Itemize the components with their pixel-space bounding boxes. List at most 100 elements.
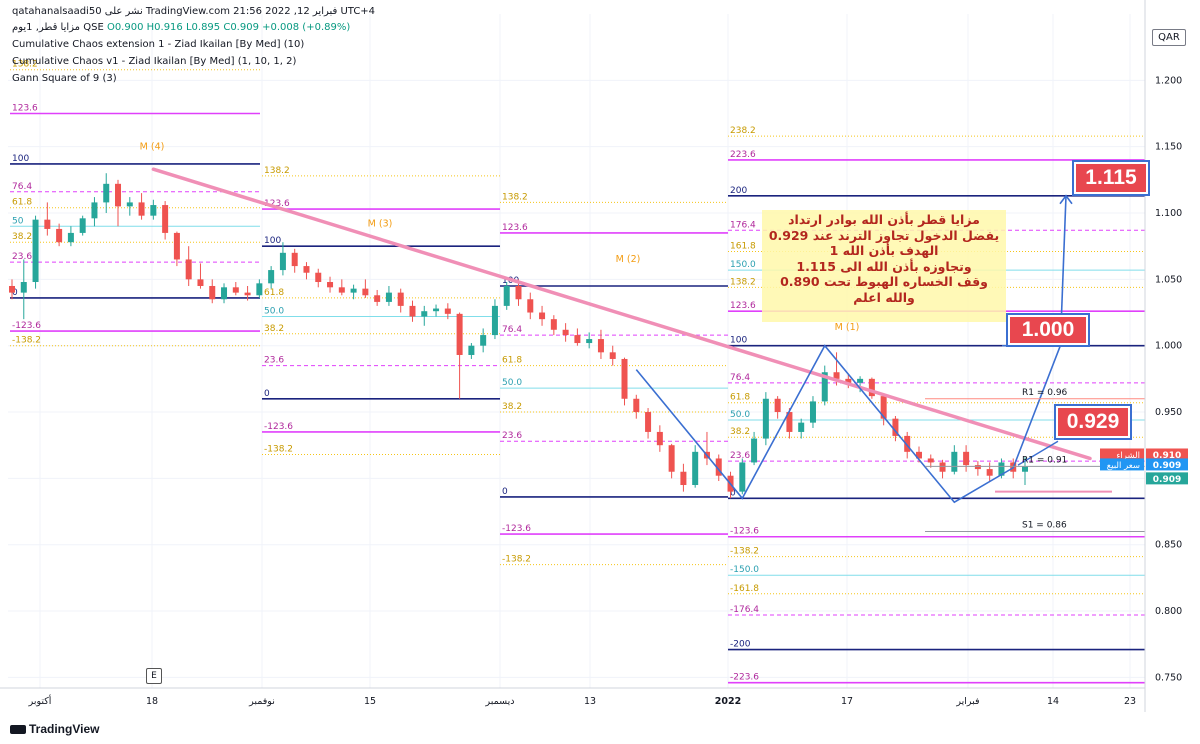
- candle-body: [79, 218, 86, 233]
- candle-body: [232, 287, 239, 293]
- pivot-label: R1 = 0.91: [1022, 455, 1067, 465]
- tradingview-logo[interactable]: TradingView: [10, 722, 99, 736]
- grid: [8, 14, 1145, 688]
- indicator-2[interactable]: Cumulative Chaos v1 - Ziad Ikailan [By M…: [12, 56, 297, 67]
- candle-body: [468, 345, 475, 355]
- candle-body: [185, 259, 192, 280]
- level-label: 38.2: [12, 232, 32, 242]
- level-label: 100: [12, 154, 29, 164]
- candle-body: [845, 378, 852, 383]
- candle-body: [103, 183, 110, 203]
- candle-body: [126, 202, 133, 207]
- candle-body: [939, 462, 946, 472]
- candle-body: [444, 308, 451, 314]
- tradingview-icon: [10, 725, 26, 735]
- currency-badge[interactable]: QAR: [1152, 29, 1186, 46]
- indicator-3[interactable]: Gann Square of 9 (3): [12, 73, 117, 84]
- entry-callout-0929: 0.929: [1056, 406, 1130, 438]
- level-label: 223.6: [730, 150, 756, 160]
- brand-name: TradingView: [29, 722, 100, 736]
- level-label: 138.2: [12, 60, 38, 70]
- candle-body: [56, 228, 63, 243]
- overlays: M (4) M (3) M (2) M (1) R1 = 0.96 R1 = 0.91 S1…: [140, 141, 1145, 532]
- candle-body: [44, 219, 51, 229]
- candle-body: [9, 285, 15, 293]
- candle-body: [880, 396, 887, 419]
- candle-body: [857, 378, 864, 383]
- candle-body: [986, 469, 993, 476]
- candle-body: [527, 299, 534, 313]
- candle-body: [586, 339, 593, 344]
- indicator-1[interactable]: Cumulative Chaos extension 1 - Ziad Ikai…: [12, 39, 305, 50]
- level-label: 138.2: [502, 192, 528, 202]
- wave-label: M (1): [835, 322, 860, 333]
- candle-body: [315, 272, 322, 283]
- candle-body: [1022, 466, 1028, 472]
- price-tag-label: سعر البيع: [1107, 461, 1140, 471]
- level-label: -138.2: [730, 547, 759, 557]
- y-tick-label: 1.100: [1155, 208, 1182, 219]
- level-label: 123.6: [730, 301, 756, 311]
- level-label: 0: [502, 487, 508, 497]
- candle-body: [327, 282, 334, 288]
- candle-body: [32, 219, 39, 283]
- level-label: -138.2: [12, 336, 41, 346]
- level-label: 0: [12, 288, 18, 298]
- candle-body: [421, 311, 428, 317]
- level-label: -223.6: [730, 673, 759, 683]
- candle-body: [162, 205, 169, 233]
- candle-body: [974, 465, 981, 470]
- x-tick-label: 14: [1047, 696, 1059, 707]
- candle-body: [433, 308, 440, 312]
- target-callout-1115: 1.115: [1074, 162, 1148, 194]
- candle-body: [633, 398, 640, 413]
- candle-body: [963, 451, 970, 466]
- level-label: 61.8: [502, 356, 522, 366]
- analysis-note: مزايا قطر بأذن الله بوادر ارتداد يفضل ال…: [762, 210, 1006, 322]
- candle-body: [115, 183, 122, 207]
- pivot-label: R1 = 0.96: [1022, 388, 1068, 398]
- candle-body: [256, 283, 263, 296]
- level-label: -200: [730, 640, 751, 650]
- x-tick-label: نوفمبر: [248, 696, 275, 707]
- y-tick-label: 0.850: [1155, 540, 1182, 551]
- candle-body: [715, 458, 722, 476]
- candle-body: [798, 422, 805, 432]
- level-label: 100: [264, 236, 281, 246]
- candle-body: [597, 339, 604, 353]
- level-label: 150.0: [730, 260, 756, 270]
- wave-path: [635, 344, 1062, 504]
- symbol-name: مزايا قطر, 1يوم QSE: [12, 22, 104, 33]
- earnings-badge[interactable]: E: [146, 668, 162, 684]
- candle-body: [809, 401, 816, 423]
- x-tick-label: 2022: [715, 696, 741, 707]
- level-label: 0: [264, 389, 270, 399]
- level-label: 50.0: [730, 410, 750, 420]
- candle-body: [456, 313, 463, 355]
- ohlc-values: O0.900 H0.916 L0.895 C0.909 +0.008 (+0.8…: [106, 22, 351, 33]
- price-tag: 0.909: [1146, 472, 1188, 485]
- level-label: 38.2: [264, 324, 284, 334]
- level-label: 100: [730, 336, 747, 346]
- candle-body: [609, 352, 616, 359]
- candle-body: [821, 372, 828, 402]
- level-label: -150.0: [730, 565, 759, 575]
- candle-body: [774, 398, 781, 413]
- level-label: 23.6: [730, 451, 750, 461]
- candle-body: [173, 232, 180, 260]
- symbol-line[interactable]: مزايا قطر, 1يوم QSE O0.900 H0.916 L0.895…: [12, 22, 350, 33]
- candle-body: [786, 412, 793, 432]
- candle-body: [915, 451, 922, 459]
- price-tag-value-bg: [1146, 458, 1188, 471]
- level-label: -161.8: [730, 584, 759, 594]
- candle-body: [409, 305, 416, 317]
- candle-body: [550, 319, 557, 330]
- candle-body: [150, 205, 157, 216]
- candle-body: [291, 252, 298, 267]
- candle-body: [138, 202, 145, 216]
- level-label: 50.0: [264, 307, 284, 317]
- level-label: 61.8: [12, 198, 32, 208]
- level-label: 61.8: [264, 288, 284, 298]
- price-tag-label-bg: [1100, 448, 1144, 461]
